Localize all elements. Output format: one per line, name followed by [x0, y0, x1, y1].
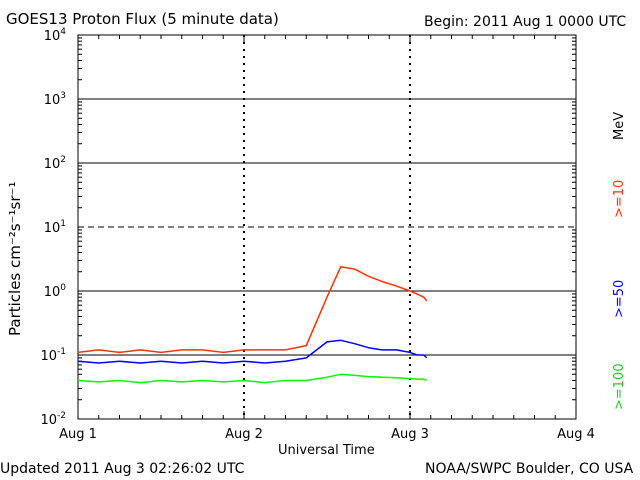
begin-time: Begin: 2011 Aug 1 0000 UTC: [424, 14, 627, 30]
y-tick-label: 104: [44, 27, 67, 44]
credit: NOAA/SWPC Boulder, CO USA: [425, 461, 634, 477]
series-line-ge100: [77, 373, 428, 384]
y-tick-label: 101: [44, 219, 66, 236]
y-tick-label: 103: [44, 91, 66, 108]
legend-ge50: >=50: [612, 279, 627, 318]
y-tick-label: 10-1: [40, 347, 66, 364]
legend-unit: MeV: [612, 111, 627, 140]
y-tick-label: 100: [44, 283, 67, 300]
series-line-ge10: [77, 265, 428, 354]
y-axis-label: Particles cm⁻²s⁻¹sr⁻¹: [6, 181, 24, 336]
x-tick-label: Aug 4: [557, 427, 595, 442]
x-tick-label: Aug 2: [225, 427, 263, 442]
series-line-ge50: [77, 339, 428, 364]
legend-ge100: >=100: [612, 363, 627, 410]
updated-timestamp: Updated 2011 Aug 3 02:26:02 UTC: [0, 461, 245, 477]
y-tick-label: 102: [44, 155, 66, 172]
x-tick-label: Aug 3: [391, 427, 429, 442]
legend-ge10: >=10: [612, 179, 627, 218]
x-tick-label: Aug 1: [59, 427, 97, 442]
chart-title: GOES13 Proton Flux (5 minute data): [6, 10, 279, 28]
x-axis-label: Universal Time: [278, 443, 375, 458]
y-tick-label: 10-2: [40, 411, 66, 428]
